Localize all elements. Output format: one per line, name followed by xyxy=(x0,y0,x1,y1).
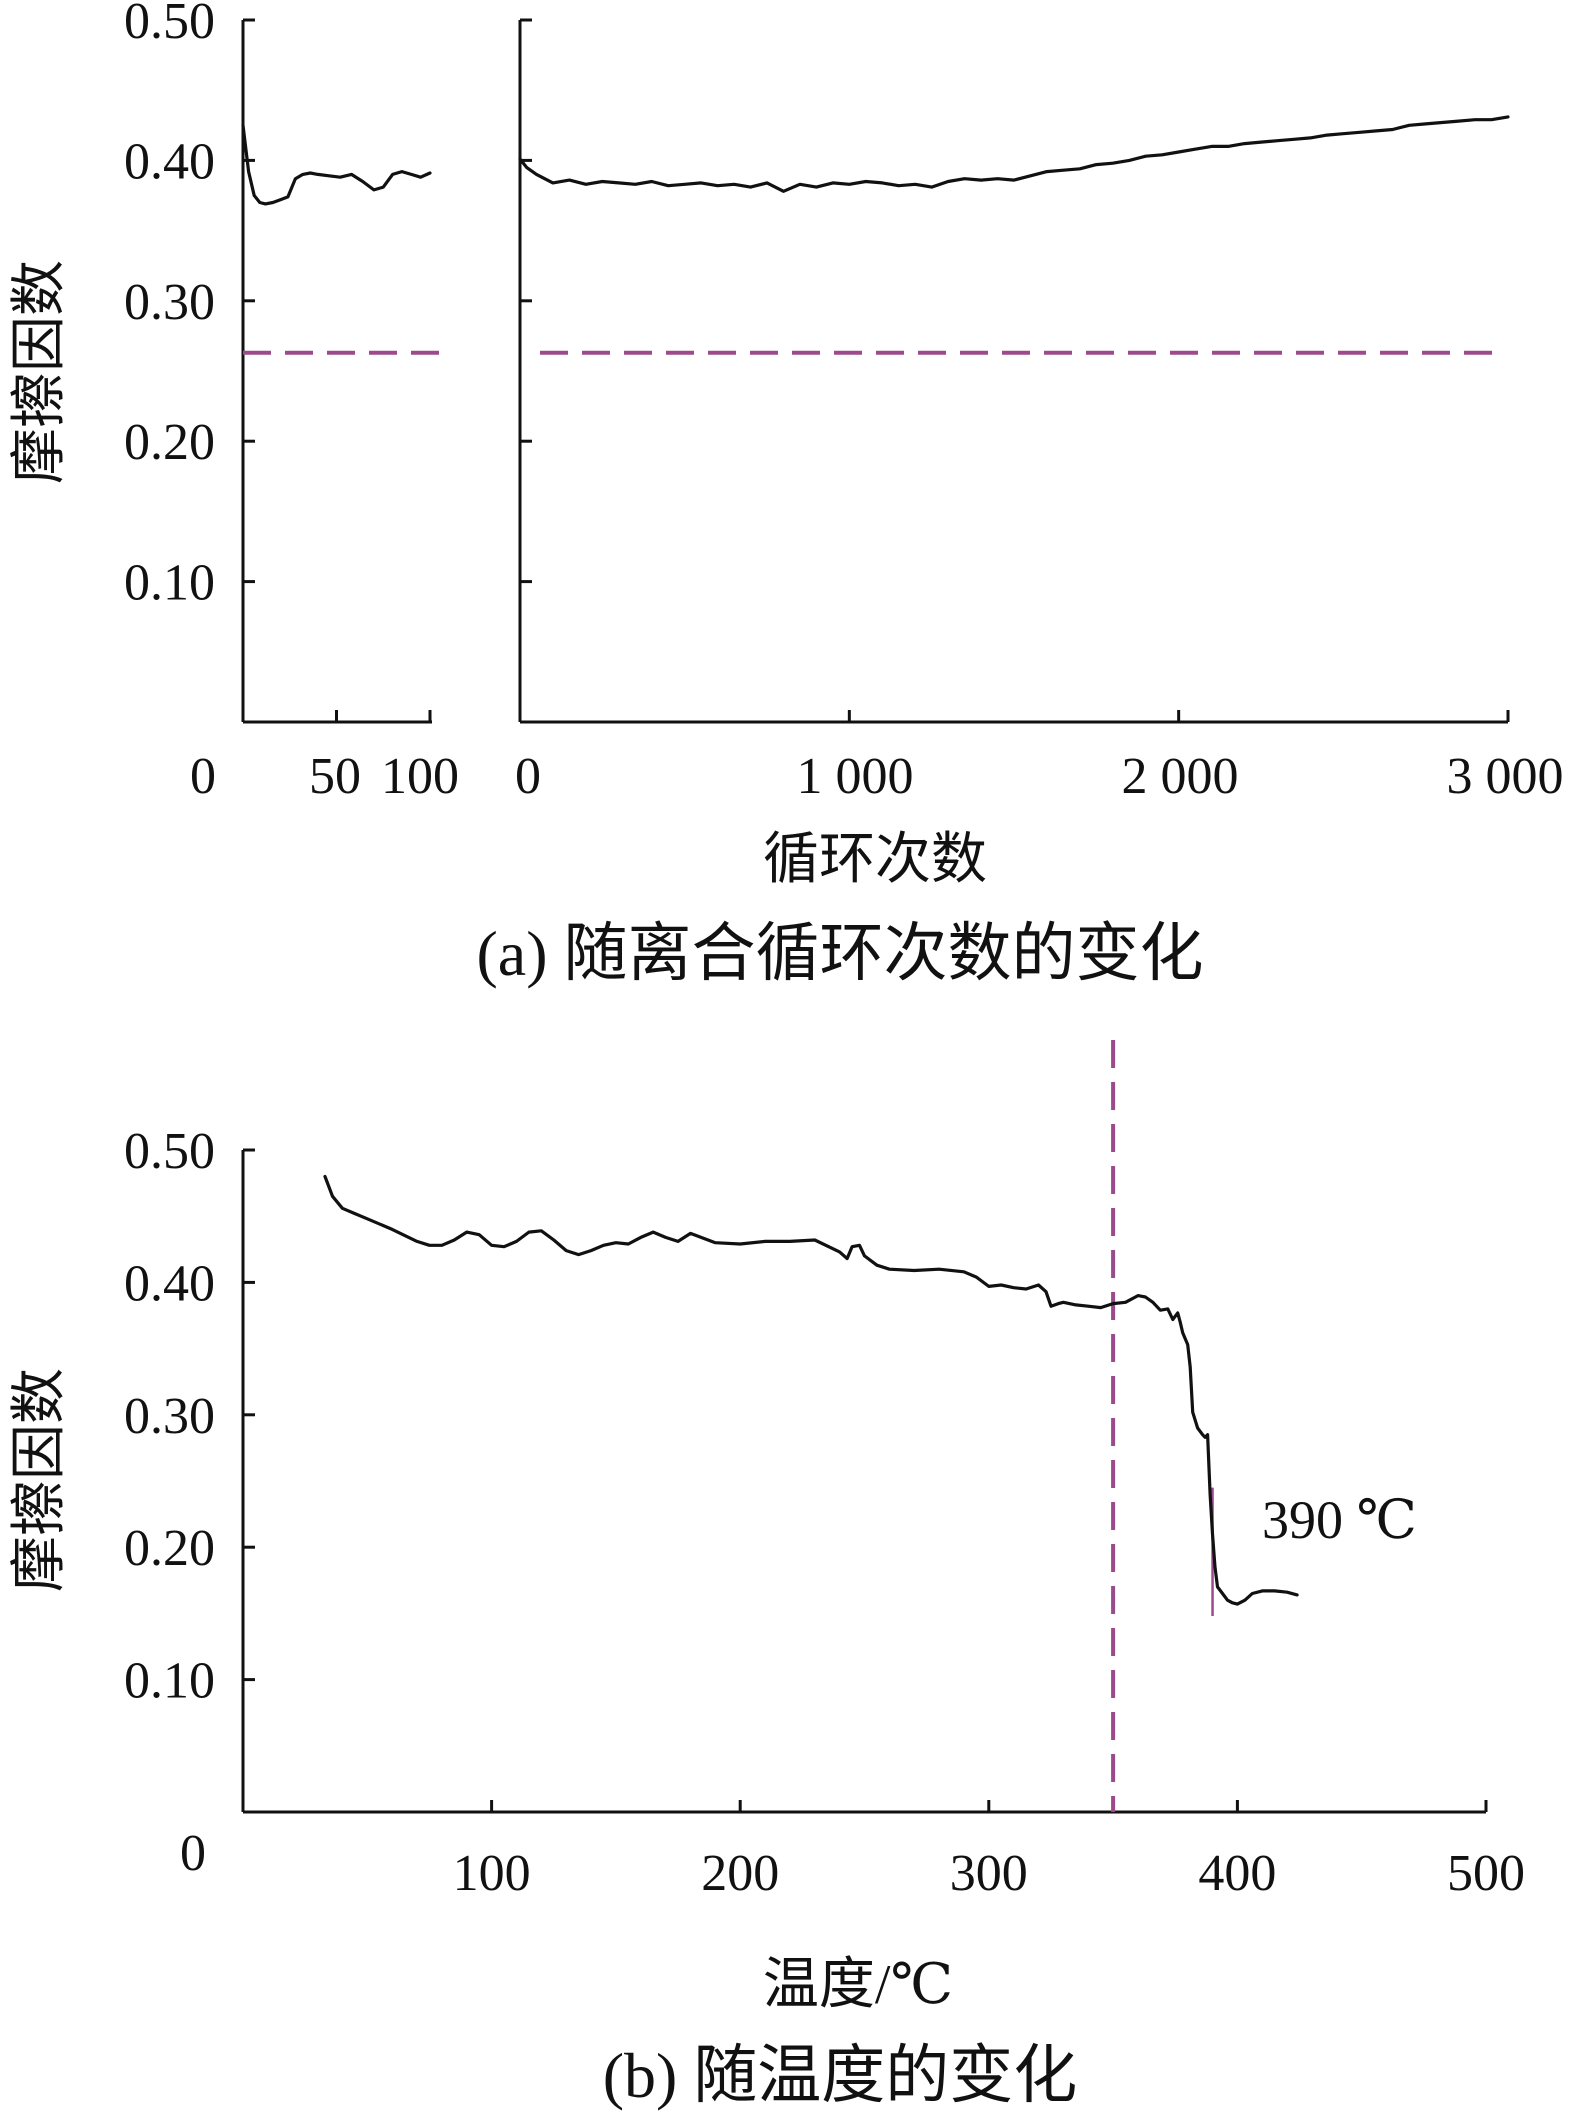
b-y-tick-label: 0.20 xyxy=(124,1520,215,1577)
a-panel1-friction-series xyxy=(241,123,432,206)
b-y-tick-label: 0.30 xyxy=(124,1388,215,1445)
b-x-tick-label: 100 xyxy=(453,1845,531,1902)
a-panel1-x-tick-label: 100 xyxy=(381,748,459,805)
b-y-tick-label: 0.50 xyxy=(124,1123,215,1180)
b-y-tick-label: 0.40 xyxy=(124,1255,215,1312)
a-panel2-x-tick-label: 0 xyxy=(515,748,541,805)
a-panel2-friction-series xyxy=(518,115,1510,193)
b-390-annotation: 390 ℃ xyxy=(1262,1490,1417,1550)
a-panel2-x-tick-label: 1 000 xyxy=(797,748,914,805)
b-y-origin-label: 0 xyxy=(180,1825,206,1882)
a-panel2-x-tick-label: 2 000 xyxy=(1122,748,1239,805)
b-caption: (b) 随温度的变化 xyxy=(603,2040,1078,2111)
a-panel2-x-tick-label: 3 000 xyxy=(1447,748,1564,805)
a-caption: (a) 随离合循环次数的变化 xyxy=(476,918,1203,989)
b-y-axis-label: 摩擦因数 xyxy=(9,1368,71,1592)
a-y-tick-label: 0.30 xyxy=(124,274,215,331)
a-y-tick-label: 0.20 xyxy=(124,414,215,471)
b-friction-series xyxy=(323,1174,1299,1606)
b-x-tick-label: 500 xyxy=(1447,1845,1525,1902)
b-x-axis-label: 温度/℃ xyxy=(763,1954,953,2016)
b-x-tick-label: 300 xyxy=(950,1845,1028,1902)
a-panel1-x-tick-label: 0 xyxy=(190,748,216,805)
b-y-tick-label: 0.10 xyxy=(124,1653,215,1710)
a-y-tick-label: 0.50 xyxy=(124,0,215,50)
a-y-tick-label: 0.40 xyxy=(124,133,215,190)
a-panel1-x-tick-label: 50 xyxy=(309,748,361,805)
a-y-tick-label: 0.10 xyxy=(124,555,215,612)
b-x-tick-label: 400 xyxy=(1198,1845,1276,1902)
a-x-axis-label: 循环次数 xyxy=(763,829,987,891)
b-x-tick-label: 200 xyxy=(701,1845,779,1902)
a-y-axis-label: 摩擦因数 xyxy=(9,260,71,484)
